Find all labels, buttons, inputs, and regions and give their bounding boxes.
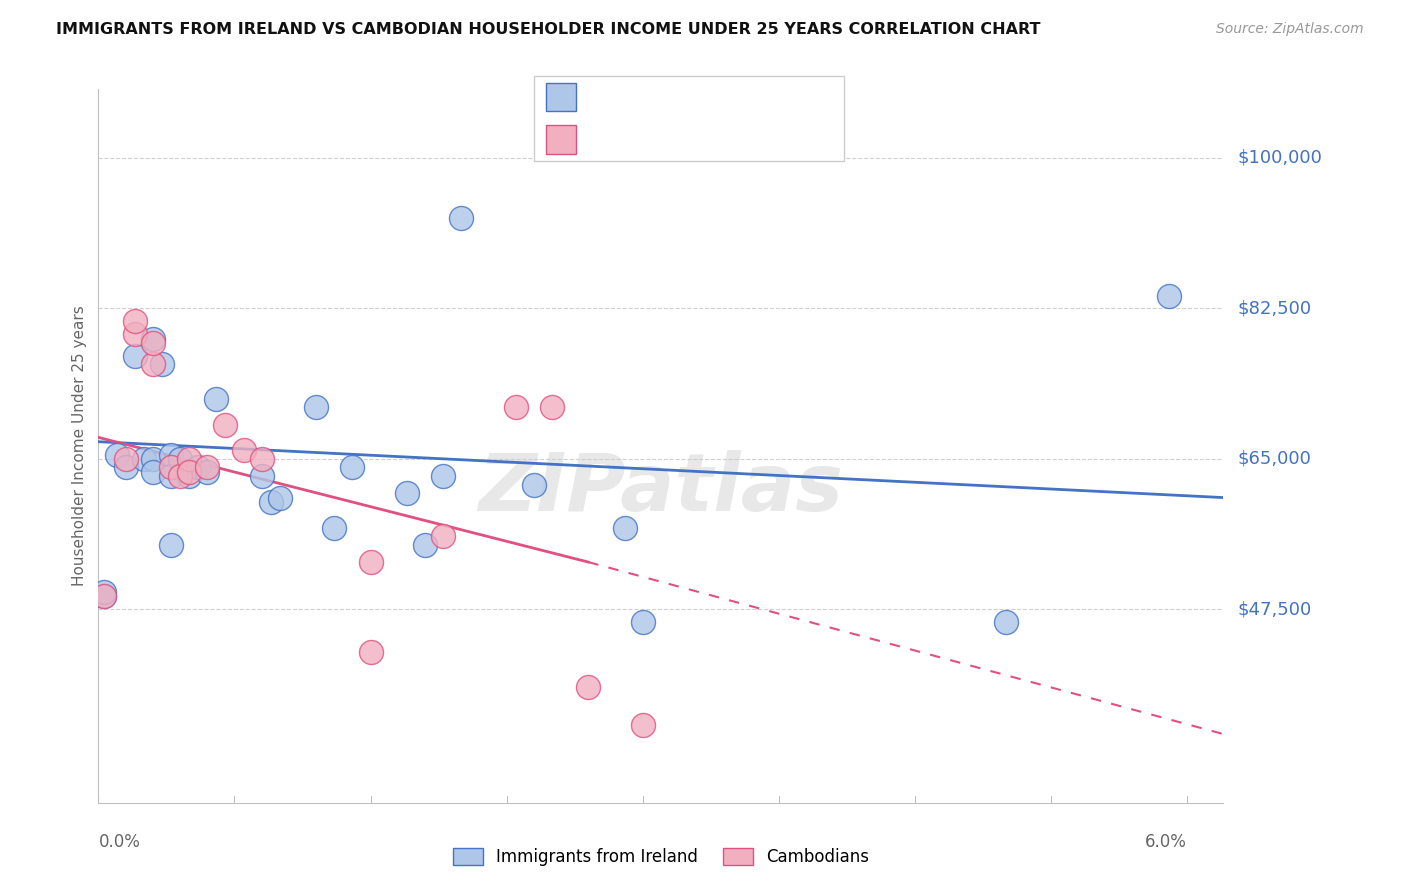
Point	[142, 357, 165, 371]
Point	[93, 585, 115, 599]
Point	[160, 460, 183, 475]
Point	[150, 357, 173, 371]
Point	[114, 451, 136, 466]
Point	[541, 401, 564, 415]
Point	[613, 521, 636, 535]
Text: $47,500: $47,500	[1237, 600, 1312, 618]
Point	[142, 332, 165, 346]
Point	[169, 469, 191, 483]
Text: -0.104: -0.104	[626, 88, 682, 106]
Point	[142, 335, 165, 350]
Point	[269, 491, 291, 505]
Point	[305, 401, 328, 415]
Point	[195, 465, 218, 479]
Point	[132, 451, 155, 466]
Text: IMMIGRANTS FROM IRELAND VS CAMBODIAN HOUSEHOLDER INCOME UNDER 25 YEARS CORRELATI: IMMIGRANTS FROM IRELAND VS CAMBODIAN HOU…	[56, 22, 1040, 37]
Point	[205, 392, 228, 406]
Point	[124, 314, 146, 328]
Text: R =: R =	[588, 88, 626, 106]
Point	[160, 448, 183, 462]
Text: Source: ZipAtlas.com: Source: ZipAtlas.com	[1216, 22, 1364, 37]
Text: $65,000: $65,000	[1237, 450, 1312, 468]
Point	[195, 460, 218, 475]
Point	[160, 538, 183, 552]
Point	[105, 448, 128, 462]
Y-axis label: Householder Income Under 25 years: Householder Income Under 25 years	[72, 306, 87, 586]
Point	[395, 486, 418, 500]
Point	[342, 460, 364, 475]
Point	[432, 529, 454, 543]
Point	[179, 465, 201, 479]
Point	[169, 451, 191, 466]
Point	[631, 615, 654, 630]
Point	[576, 680, 599, 694]
Point	[232, 443, 254, 458]
Point	[187, 460, 209, 475]
Text: 33: 33	[720, 88, 742, 106]
Point	[450, 211, 472, 226]
Point	[142, 451, 165, 466]
Point	[124, 349, 146, 363]
Point	[323, 521, 346, 535]
Text: 0.0%: 0.0%	[98, 833, 141, 851]
Point	[523, 477, 546, 491]
Point	[994, 615, 1017, 630]
Point	[214, 417, 236, 432]
Text: -0.240: -0.240	[626, 130, 682, 148]
Text: $100,000: $100,000	[1237, 149, 1323, 167]
Point	[260, 495, 283, 509]
Point	[160, 469, 183, 483]
Point	[250, 469, 273, 483]
Legend: Immigrants from Ireland, Cambodians: Immigrants from Ireland, Cambodians	[446, 841, 876, 873]
Text: N =: N =	[686, 130, 725, 148]
Point	[413, 538, 436, 552]
Point	[142, 465, 165, 479]
Point	[114, 460, 136, 475]
Point	[179, 451, 201, 466]
Point	[124, 327, 146, 342]
Point	[360, 645, 382, 659]
Point	[1157, 288, 1180, 302]
Text: 6.0%: 6.0%	[1144, 833, 1187, 851]
Text: N =: N =	[686, 88, 725, 106]
Text: R =: R =	[588, 130, 626, 148]
Point	[250, 451, 273, 466]
Point	[360, 555, 382, 569]
Text: 22: 22	[720, 130, 742, 148]
Point	[631, 718, 654, 732]
Text: ZIPatlas: ZIPatlas	[478, 450, 844, 528]
Point	[93, 590, 115, 604]
Point	[93, 590, 115, 604]
Point	[432, 469, 454, 483]
Text: $82,500: $82,500	[1237, 300, 1312, 318]
Point	[179, 469, 201, 483]
Point	[505, 401, 527, 415]
